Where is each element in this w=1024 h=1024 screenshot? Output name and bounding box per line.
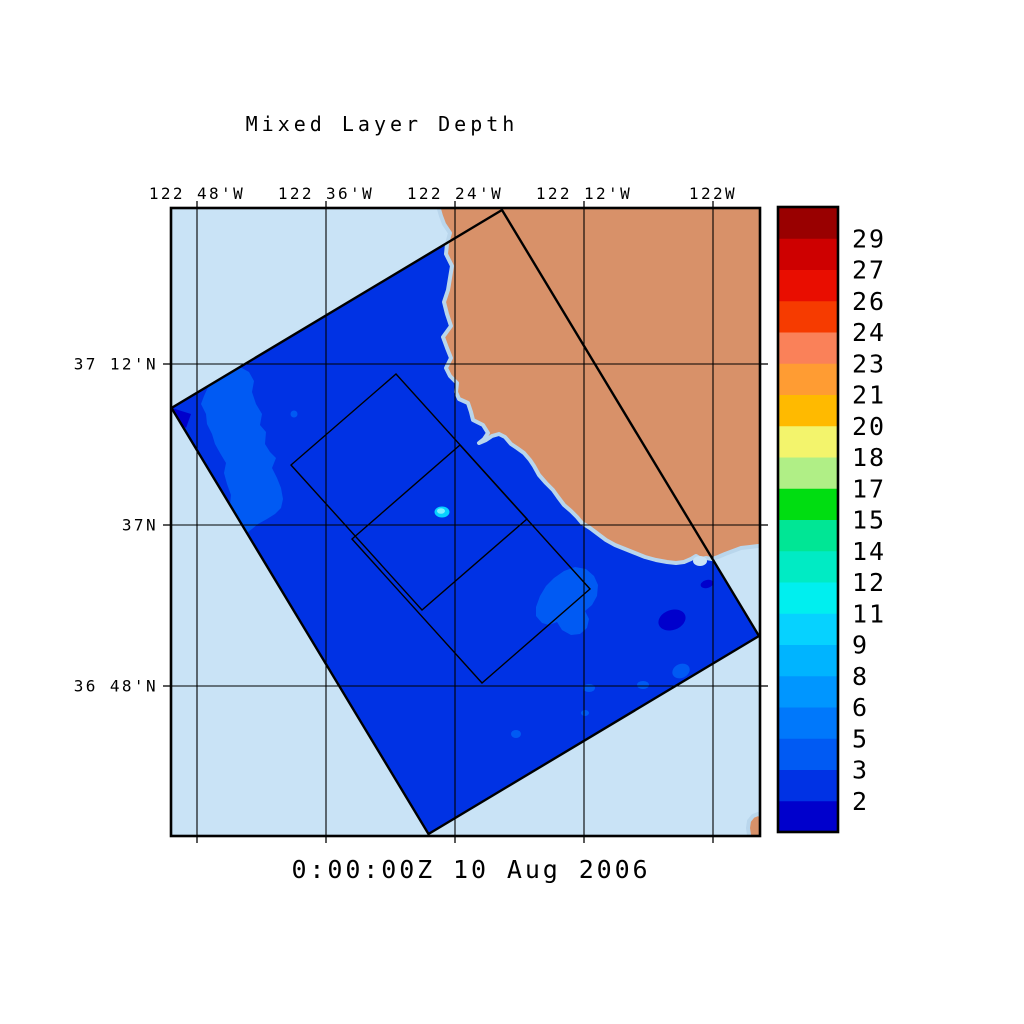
- colorbar-band: [778, 738, 838, 770]
- nest-rectangle-b: [351, 444, 591, 684]
- light-dot: [637, 681, 649, 689]
- colorbar-tick-label: 5: [852, 724, 869, 753]
- timestamp-label: 0:00:00Z 10 Aug 2006: [291, 855, 650, 884]
- lon-tick-label: 122 24'W: [407, 184, 503, 203]
- lon-tick-label: 122 12'W: [536, 184, 632, 203]
- colorbar-band: [778, 675, 838, 708]
- colorbar-tick-label: 9: [852, 631, 869, 660]
- colorbar-tick-label: 8: [852, 662, 869, 691]
- coastal-inlet: [693, 556, 707, 566]
- colorbar-tick-label: 11: [852, 599, 886, 628]
- colorbar-tick-label: 18: [852, 443, 886, 472]
- colorbar-tick-label: 17: [852, 474, 886, 503]
- colorbar-frame: [776, 205, 840, 834]
- colorbar-tick-label: 14: [852, 537, 886, 566]
- longitude-axis-labels: 122 48'W 122 36'W 122 24'W 122 12'W 122W: [149, 184, 737, 203]
- colorbar-band: [778, 238, 838, 270]
- colorbar-band: [778, 207, 838, 239]
- colorbar-band: [778, 488, 838, 520]
- colorbar-band: [778, 800, 838, 833]
- light-dot: [290, 410, 298, 418]
- lat-tick-label: 36 48'N: [74, 677, 158, 696]
- lon-tick-label: 122W: [689, 184, 737, 203]
- colorbar-band: [778, 457, 838, 489]
- colorbar-band: [778, 425, 838, 458]
- latitude-axis-labels: 37 12'N 37N 36 48'N: [74, 355, 158, 696]
- colorbar-tick-label: 15: [852, 506, 886, 535]
- colorbar: [778, 207, 838, 833]
- lon-tick-label: 122 36'W: [278, 184, 374, 203]
- colorbar-tick-label: 23: [852, 349, 886, 378]
- graticule-gridlines: [171, 208, 760, 836]
- land-region: [436, 208, 760, 565]
- colorbar-tick-label: 20: [852, 412, 886, 441]
- colorbar-band: [778, 582, 838, 614]
- colorbar-band: [778, 300, 838, 333]
- colorbar-band: [778, 707, 838, 739]
- colorbar-band: [778, 332, 838, 364]
- colorbar-tick-label: 26: [852, 287, 886, 316]
- colorbar-band: [778, 363, 838, 395]
- dark-patch-west-tip: [172, 408, 191, 428]
- colorbar-tick-label: 24: [852, 318, 886, 347]
- colorbar-tick-label: 3: [852, 756, 869, 785]
- colorbar-tick-label: 29: [852, 224, 886, 253]
- colorbar-tick-label: 21: [852, 381, 886, 410]
- colorbar-band: [778, 550, 838, 583]
- colorbar-band: [778, 769, 838, 802]
- colorbar-band: [778, 394, 838, 427]
- lon-tick-label: 122 48'W: [149, 184, 245, 203]
- light-patch-south-center: [536, 567, 598, 635]
- colorbar-tick-label: 2: [852, 787, 869, 816]
- lat-tick-label: 37 12'N: [74, 355, 158, 374]
- model-domain-fill: [171, 210, 759, 834]
- light-patch-west: [201, 367, 283, 533]
- colorbar-tick-label: 12: [852, 568, 886, 597]
- deep-mld-blob-small: [700, 579, 714, 589]
- map-frame: [169, 206, 762, 838]
- colorbar-tick-label: 27: [852, 256, 886, 285]
- plot-title: Mixed Layer Depth: [246, 112, 519, 136]
- colorbar-tick-label: 6: [852, 693, 869, 722]
- lat-tick-label: 37N: [122, 516, 158, 535]
- colorbar-band: [778, 269, 838, 302]
- colorbar-band: [778, 519, 838, 552]
- light-dot: [511, 730, 521, 738]
- land-blob-south: [746, 812, 760, 836]
- mld-field-features: [172, 367, 714, 749]
- light-dot: [583, 684, 595, 692]
- map-area: [171, 208, 760, 836]
- light-dot: [581, 710, 589, 716]
- deep-mld-blob: [658, 609, 686, 631]
- light-dot: [672, 663, 690, 679]
- cyan-speck-inner: [437, 508, 445, 514]
- colorbar-band: [778, 644, 838, 677]
- colorbar-band: [778, 613, 838, 645]
